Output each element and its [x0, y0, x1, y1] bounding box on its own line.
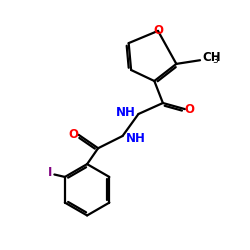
Text: 3: 3: [213, 56, 218, 66]
Text: CH: CH: [202, 50, 221, 64]
Text: O: O: [69, 128, 79, 141]
Text: NH: NH: [126, 132, 145, 145]
Text: NH: NH: [116, 106, 136, 119]
Text: O: O: [185, 102, 195, 116]
Text: I: I: [48, 166, 52, 179]
Text: O: O: [153, 24, 163, 38]
